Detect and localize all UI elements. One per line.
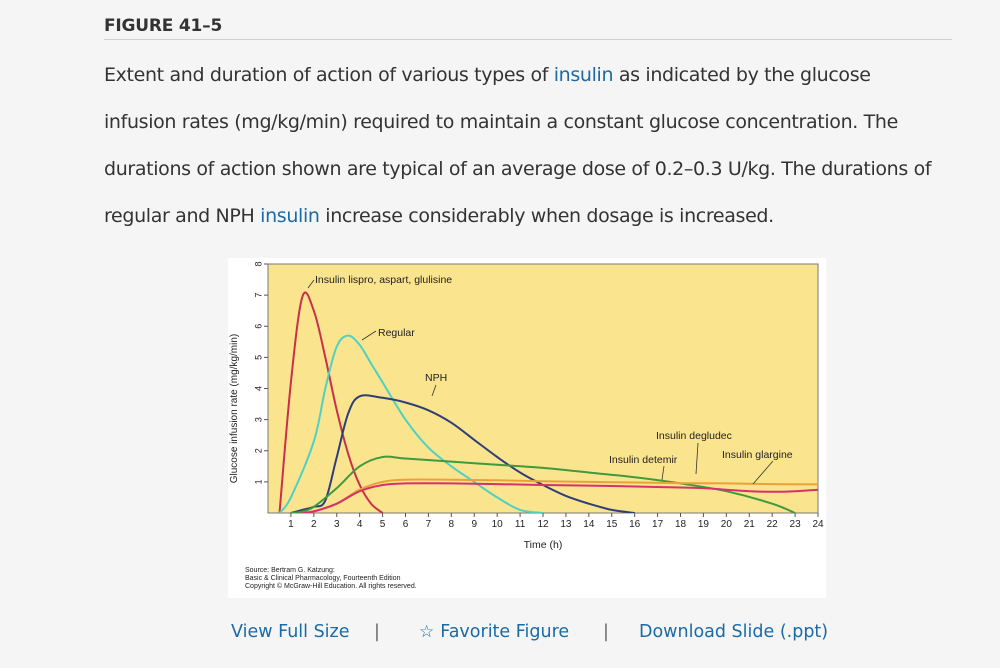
caption-text-2: as indicated by the glucose infusion rat… <box>104 64 932 227</box>
insulin-action-chart: 1 2 3 4 5 6 7 8 9 10 11 12 13 14 15 16 17 18 19 20 21 22 23 241… <box>229 261 824 551</box>
figure-divider <box>104 39 952 40</box>
annotation-degludec: Insulin degludec <box>656 430 732 442</box>
y-tick-label: 6 <box>253 324 263 329</box>
annotation-regular: Regular <box>378 327 415 339</box>
y-tick-label: 7 <box>253 293 263 298</box>
x-tick-label: 19 <box>698 519 710 530</box>
series-line-detemir <box>290 455 796 513</box>
source-line-3: Copyright © McGraw-Hill Education. All r… <box>245 583 417 590</box>
x-tick-label: 24 <box>812 519 824 530</box>
series-line-lispro <box>278 291 384 513</box>
plot-area <box>267 263 819 514</box>
favorite-figure-button[interactable]: ☆ Favorite Figure <box>419 622 569 642</box>
source-line-1: Source: Bertram G. Katzung: <box>245 567 335 574</box>
x-tick-label: 3 <box>334 519 340 530</box>
x-tick-label: 23 <box>790 519 802 530</box>
x-tick-label: 6 <box>403 519 409 530</box>
series-line-nph <box>290 394 635 513</box>
x-tick-label: 8 <box>449 519 455 530</box>
caption-text-3: increase considerably when dosage is inc… <box>319 205 774 227</box>
x-tick-label: 13 <box>560 519 572 530</box>
series-line-glargine <box>302 482 818 513</box>
x-tick-label: 2 <box>311 519 317 530</box>
y-tick-label: 1 <box>253 479 263 484</box>
x-tick-label: 12 <box>537 519 549 530</box>
x-tick-label: 7 <box>426 519 432 530</box>
annotation-nph: NPH <box>425 372 447 384</box>
y-tick-label: 3 <box>253 417 263 422</box>
source-line-2: Basic & Clinical Pharmacology, Fourteent… <box>245 575 401 582</box>
annotation-leader <box>695 442 699 475</box>
annotation-leader <box>752 460 774 485</box>
action-separator: | <box>603 622 609 642</box>
annotation-detemir: Insulin detemir <box>609 454 678 466</box>
x-tick-label: 11 <box>515 519 526 530</box>
series-line-regular <box>278 334 544 513</box>
annotation-leader <box>431 384 437 397</box>
x-tick-label: 21 <box>744 519 756 530</box>
insulin-link-1[interactable]: insulin <box>553 64 614 86</box>
annotation-leader <box>661 465 665 481</box>
x-tick-label: 17 <box>652 519 664 530</box>
x-axis-title: Time (h) <box>524 539 563 551</box>
figure-actions: View Full Size | ☆ Favorite Figure | Down… <box>0 622 1000 648</box>
y-axis-title: Glucose infusion rate (mg/kg/min) <box>229 334 240 484</box>
download-slide-link[interactable]: Download Slide (.ppt) <box>639 622 829 642</box>
annotation-lispro: Insulin lispro, aspart, glulisine <box>315 274 452 286</box>
x-tick-label: 16 <box>629 519 641 530</box>
x-tick-label: 10 <box>492 519 504 530</box>
annotation-leader <box>307 279 315 289</box>
annotation-glargine: Insulin glargine <box>722 449 793 461</box>
favorite-figure-label: Favorite Figure <box>440 622 570 642</box>
x-tick-label: 22 <box>767 519 779 530</box>
x-tick-label: 14 <box>583 519 595 530</box>
x-tick-label: 5 <box>380 519 386 530</box>
star-icon: ☆ <box>419 622 435 642</box>
y-tick-label: 2 <box>253 448 263 453</box>
x-tick-label: 1 <box>288 519 294 530</box>
x-tick-label: 15 <box>606 519 618 530</box>
y-tick-label: 4 <box>253 386 263 391</box>
figure-label: FIGURE 41–5 <box>104 16 223 36</box>
figure-caption: Extent and duration of action of various… <box>104 52 944 240</box>
x-tick-label: 9 <box>471 519 477 530</box>
insulin-link-2[interactable]: insulin <box>260 205 320 227</box>
action-separator: | <box>374 622 380 642</box>
x-tick-label: 20 <box>721 519 733 530</box>
caption-text-1: Extent and duration of action of various… <box>104 64 554 86</box>
y-tick-label: 5 <box>253 355 263 360</box>
figure-source: Source: Bertram G. Katzung: Basic & Clin… <box>245 567 417 591</box>
y-tick-label: 8 <box>253 261 263 266</box>
view-full-size-link[interactable]: View Full Size <box>231 622 350 642</box>
x-tick-label: 18 <box>675 519 687 530</box>
figure-image[interactable]: 1 2 3 4 5 6 7 8 9 10 11 12 13 14 15 16 17 18 19 20 21 22 23 24 1… <box>228 258 826 598</box>
x-tick-label: 4 <box>357 519 363 530</box>
annotation-leader <box>361 330 377 341</box>
